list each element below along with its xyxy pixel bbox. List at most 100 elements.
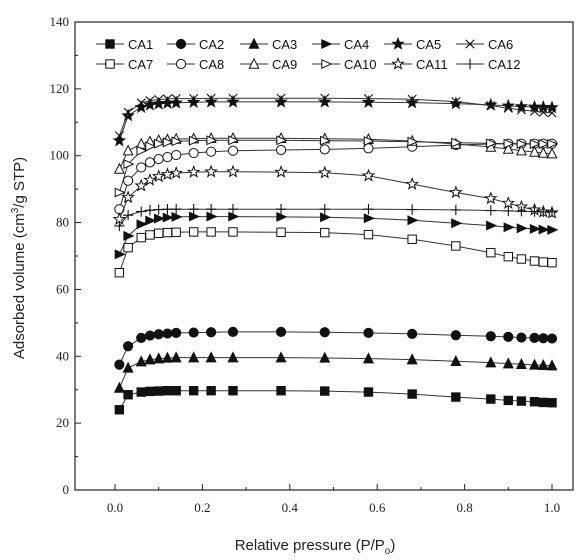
data-point [529,139,541,149]
y-tick-label: 140 [50,14,70,29]
data-point [145,141,157,152]
legend-marker [248,57,260,69]
data-point [136,219,148,230]
legend-label: CA12 [488,57,521,72]
data-point [516,223,528,234]
legend-marker [465,39,475,49]
data-point [363,387,374,397]
data-point [206,146,217,157]
series-ca2 [114,326,558,370]
data-point [501,196,516,209]
data-point [276,386,286,396]
data-point [114,249,126,260]
legend-label: CA10 [344,57,377,72]
data-point [407,234,417,244]
data-point [123,159,135,170]
axis-ticks [75,21,553,491]
data-point [228,135,240,146]
data-point [537,358,549,371]
data-point [450,330,461,341]
data-point [547,108,557,118]
data-point [546,206,558,218]
data-point [486,394,496,404]
data-point [205,204,217,215]
data-point [529,358,541,370]
data-point [123,175,134,186]
data-point [171,386,181,396]
legend-marker [321,39,333,49]
legend-marker [175,38,187,50]
data-point [275,326,287,337]
data-point [276,227,286,237]
data-point [123,341,134,352]
legend-item-ca11: CA11 [384,56,448,72]
legend-item-ca8: CA8 [167,57,224,72]
data-point [145,386,155,397]
data-point [171,227,181,237]
data-point [451,241,461,251]
data-point [136,162,147,173]
legend-item-ca7: CA7 [96,57,153,72]
legend-item-ca12: CA12 [456,57,521,72]
data-point [122,210,134,221]
data-point [228,227,238,237]
y-tick-label: 80 [56,215,69,230]
data-point [547,139,559,149]
x-tick-label: 0.2 [194,500,210,515]
data-point [276,93,286,103]
data-point [319,351,331,363]
data-point [320,386,330,396]
data-point [274,164,288,178]
y-tick-label: 20 [56,415,69,430]
legend-item-ca6: CA6 [456,37,513,52]
data-point [407,136,419,147]
data-point [319,204,330,215]
data-point [206,135,218,146]
series-ca3 [113,351,558,393]
data-point [228,211,240,222]
data-point [136,206,147,217]
data-point [407,328,418,339]
data-point [204,164,218,178]
data-point [144,205,156,216]
data-point [188,227,199,237]
data-point [145,95,155,106]
data-point [484,97,498,111]
series-layer [112,93,559,415]
series-ca12 [114,204,558,232]
data-point [516,105,526,115]
y-tick-label: 40 [56,348,69,363]
data-point [113,162,125,174]
data-point [516,139,528,149]
data-point [546,147,558,159]
legend-label: CA3 [272,37,297,52]
data-point [538,206,549,218]
data-point [361,168,376,182]
data-point [162,212,174,223]
data-point [449,96,463,110]
legend-label: CA2 [199,37,224,52]
series-line [118,143,552,210]
plot-frame [74,21,574,491]
y-tick-label: 60 [56,281,69,296]
data-point [450,204,462,216]
y-tick-label: 120 [50,81,70,96]
legend-marker [175,58,187,70]
data-point [114,359,125,370]
data-point [547,224,559,235]
data-point [189,93,199,104]
data-point [363,327,374,338]
data-point [538,139,550,149]
data-point [188,327,199,338]
legend-label: CA11 [416,57,448,72]
data-point [114,131,124,141]
data-point [136,232,146,243]
data-point [188,351,200,363]
legend-item-ca10: CA10 [312,57,377,72]
data-point [516,206,527,217]
legend-item-ca5: CA5 [384,36,441,52]
data-point [186,164,201,178]
legend-item-ca3: CA3 [240,37,297,52]
data-point [154,213,166,224]
series-ca4 [114,211,559,260]
